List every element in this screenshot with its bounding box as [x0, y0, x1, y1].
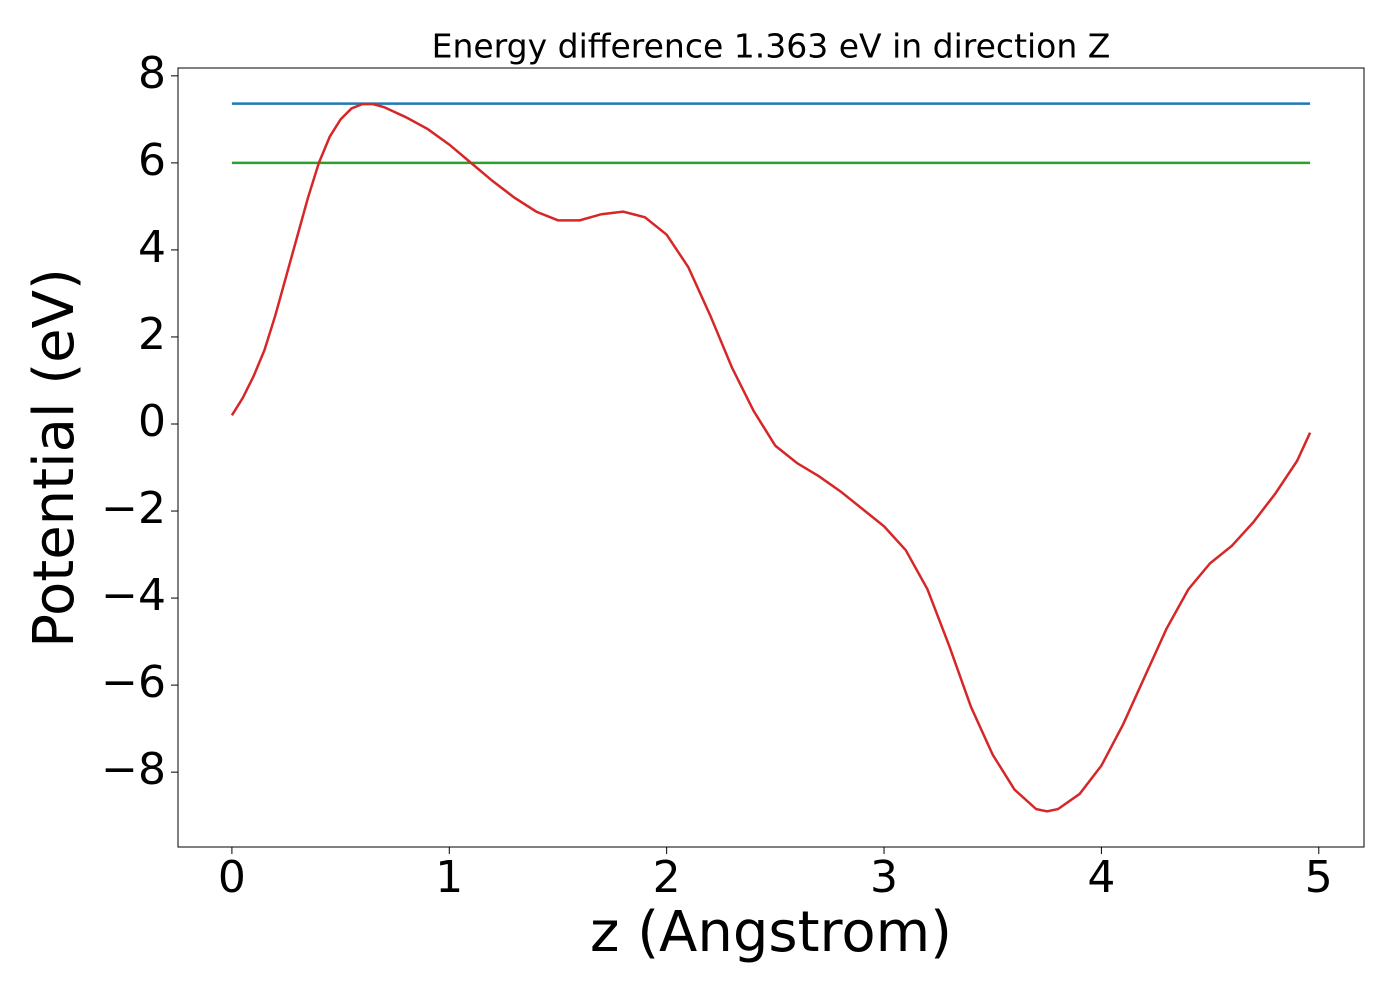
x-tick-label: 0 — [218, 852, 246, 903]
y-tick-label: 0 — [138, 396, 166, 447]
y-axis-label: Potential (eV) — [22, 268, 87, 648]
y-tick-label: 6 — [138, 135, 166, 186]
y-tick-label: 2 — [138, 309, 166, 360]
x-tick-label: 5 — [1305, 852, 1333, 903]
x-tick-label: 3 — [870, 852, 898, 903]
y-tick-label: −8 — [101, 744, 166, 795]
y-tick-label: −4 — [101, 570, 166, 621]
plot-frame — [177, 67, 1365, 848]
x-tick-label: 1 — [435, 852, 463, 903]
line — [230, 102, 1312, 813]
x-tick-label: 4 — [1087, 852, 1115, 903]
x-axis-label: z (Angstrom) — [590, 900, 952, 965]
y-tick-label: −6 — [101, 657, 166, 708]
y-tick-label: 8 — [138, 48, 166, 99]
y-tick-label: −2 — [101, 483, 166, 534]
chart-title: Energy difference 1.363 eV in direction … — [432, 27, 1111, 66]
y-tick-label: 4 — [138, 222, 166, 273]
x-tick-label: 2 — [653, 852, 681, 903]
